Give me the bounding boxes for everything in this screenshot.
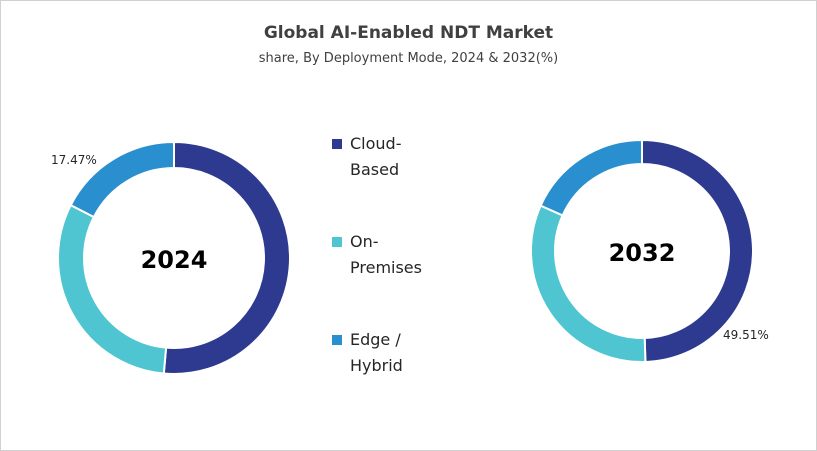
center-label-2024: 2024	[141, 246, 208, 274]
legend-swatch	[332, 237, 342, 247]
chart-title: Global AI-Enabled NDT Market	[263, 23, 554, 43]
donut-slice-2024-on-premises	[57, 203, 168, 375]
legend-swatch	[332, 139, 342, 149]
donut-slice-2024-cloud-based	[162, 140, 291, 375]
chart-subtitle: share, By Deployment Mode, 2024 & 2032(%…	[258, 51, 559, 66]
legend-item-edge-hybrid: Edge / Hybrid	[332, 327, 422, 425]
data-label: 49.51%	[723, 328, 769, 342]
donut-slice-2032-on-premises	[530, 204, 647, 363]
data-label: 17.47%	[51, 153, 97, 167]
center-label-2032: 2032	[609, 239, 676, 267]
donut-slice-2032-edge-hybrid	[539, 138, 643, 217]
donut-slice-2024-edge-hybrid	[69, 140, 175, 219]
legend: Cloud- Based On- Premises Edge / Hybrid	[332, 131, 422, 425]
legend-item-cloud-based: Cloud- Based	[332, 131, 422, 229]
legend-item-on-premises: On- Premises	[332, 229, 422, 327]
donut-slice-2032-cloud-based	[641, 138, 754, 363]
legend-swatch	[332, 335, 342, 345]
